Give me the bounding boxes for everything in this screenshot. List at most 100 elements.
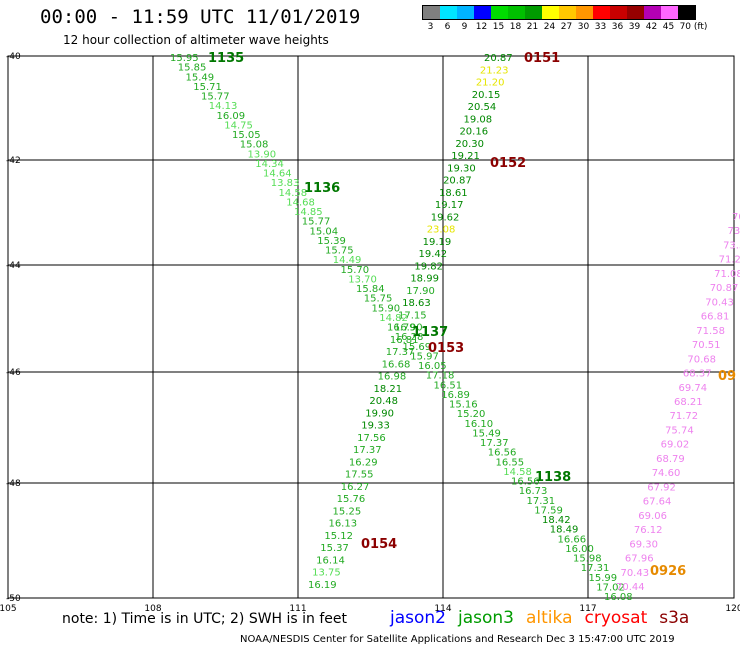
swh-value-track-a: 16.05 bbox=[418, 361, 447, 372]
swh-value-track-a: 15.16 bbox=[449, 400, 478, 411]
swh-value-track-a: 17.31 bbox=[527, 496, 556, 507]
colorbar-label: 70 (ft) bbox=[679, 22, 708, 32]
pass-labels: 1135 1136 1137 1138 0151 0152 0153 0154 0926 09 bbox=[208, 51, 736, 579]
swh-value-track-a: 16.79 bbox=[387, 323, 416, 334]
colorbar-swatch bbox=[559, 6, 576, 19]
colorbar-label: 21 bbox=[526, 22, 539, 32]
map-frame bbox=[7, 55, 735, 599]
swh-value-track-a: 16.56 bbox=[488, 448, 517, 459]
swh-value-track-c: 74.60 bbox=[652, 468, 681, 479]
swh-value-track-b: 18.61 bbox=[439, 188, 468, 199]
swh-value-track-b: 15.25 bbox=[333, 506, 362, 517]
swh-value-track-a: 15.77 bbox=[201, 92, 230, 103]
colorbar-label: 39 bbox=[628, 22, 641, 32]
swh-value-track-a: 17.37 bbox=[480, 438, 509, 449]
swh-value-track-b: 16.27 bbox=[341, 482, 370, 493]
swh-value-track-c: 73.5 bbox=[723, 240, 740, 251]
swh-value-track-c: 70.51 bbox=[692, 340, 721, 351]
swh-value-track-b: 16.14 bbox=[316, 555, 345, 566]
pass-label: 1138 bbox=[535, 470, 571, 485]
swh-value-track-a: 15.49 bbox=[472, 428, 501, 439]
swh-value-track-a: 14.58 bbox=[279, 188, 308, 199]
map-note: note: 1) Time is in UTC; 2) SWH is in fe… bbox=[62, 611, 348, 627]
colorbar-swatch bbox=[644, 6, 661, 19]
pass-label: 09 bbox=[718, 369, 736, 384]
swh-value-track-b: 17.90 bbox=[406, 286, 435, 297]
colorbar-swatch bbox=[423, 6, 440, 19]
swh-value-track-c: 66.81 bbox=[701, 312, 730, 323]
colorbar-label: 36 bbox=[611, 22, 624, 32]
swh-value-track-a: 14.34 bbox=[255, 159, 284, 170]
swh-value-track-c: 68.79 bbox=[656, 454, 685, 465]
swh-value-track-a: 16.51 bbox=[434, 380, 463, 391]
lon-tick-label: 105 bbox=[0, 604, 17, 614]
swh-value-track-a: 13.70 bbox=[348, 274, 377, 285]
swh-value-track-a: 15.20 bbox=[457, 409, 486, 420]
swh-value-track-b: 17.37 bbox=[386, 347, 415, 358]
swh-value-track-a: 15.04 bbox=[310, 226, 339, 237]
swh-value-track-a: 15.99 bbox=[589, 573, 618, 584]
swh-value-track-c: 73 bbox=[728, 226, 740, 237]
swh-value-track-b: 20.16 bbox=[459, 127, 488, 138]
colorbar-label: 9 bbox=[461, 22, 468, 32]
swh-value-track-a: 17.18 bbox=[426, 371, 455, 382]
swh-value-track-b: 18.99 bbox=[410, 274, 439, 285]
swh-value-track-c: 76.12 bbox=[634, 525, 663, 536]
colorbar-labels: 3 6 9 12 15 18 21 24 27 30 33 36 39 42 45 70 (ft) bbox=[422, 22, 708, 36]
swh-value-track-c: 69.30 bbox=[629, 539, 658, 550]
swh-value-track-a: 15.69 bbox=[403, 342, 432, 353]
colorbar-swatch bbox=[678, 6, 695, 19]
legend-altika: altika bbox=[526, 608, 573, 628]
swh-value-track-c: 69.74 bbox=[678, 383, 707, 394]
swh-value-track-b: 20.48 bbox=[369, 396, 398, 407]
swh-value-track-c: 70.68 bbox=[687, 354, 716, 365]
swh-value-track-a: 16.55 bbox=[496, 457, 525, 468]
swh-value-track-c: 67.64 bbox=[643, 497, 672, 508]
swh-value-track-b: 19.21 bbox=[451, 151, 480, 162]
swh-value-track-c: 70.43 bbox=[620, 568, 649, 579]
lat-tick-label: -44 bbox=[6, 261, 21, 271]
swh-value-track-b: 19.17 bbox=[435, 200, 464, 211]
swh-value-track-b: 16.13 bbox=[328, 519, 357, 530]
swh-value-track-c: 67.96 bbox=[625, 554, 654, 565]
legend-s3a: s3a bbox=[659, 608, 690, 628]
swh-value-track-a: 18.42 bbox=[542, 515, 571, 526]
swh-value-track-b: 20.30 bbox=[455, 139, 484, 150]
swh-value-track-b: 15.76 bbox=[337, 494, 366, 505]
swh-value-track-b: 16.29 bbox=[349, 457, 378, 468]
colorbar-swatch bbox=[661, 6, 678, 19]
swh-value-track-b: 19.62 bbox=[431, 212, 460, 223]
map-tick-labels: 105 108 111 114 117 120 -40 -42 -44 -46 -48 -50 bbox=[0, 52, 740, 614]
swh-value-track-a: 14.13 bbox=[209, 101, 238, 112]
swh-value-track-c: 71.20 bbox=[719, 255, 740, 266]
lat-tick-label: -50 bbox=[6, 594, 21, 604]
pass-label: 0153 bbox=[428, 341, 464, 356]
swh-value-track-c: 71.72 bbox=[670, 411, 699, 422]
swh-value-track-c: 70.43 bbox=[705, 297, 734, 308]
swh-value-track-a: 15.49 bbox=[186, 72, 215, 83]
swh-value-track-a: 15.70 bbox=[341, 265, 370, 276]
wave-height-colorbar: 3 6 9 12 15 18 21 24 27 30 33 36 39 42 45 70 (ft) bbox=[422, 5, 708, 36]
pass-label: 0151 bbox=[524, 51, 560, 66]
swh-value-track-c: 68.21 bbox=[674, 397, 703, 408]
lat-tick-label: -42 bbox=[6, 156, 21, 166]
swh-value-track-b: 17.37 bbox=[353, 445, 382, 456]
colorbar-swatch bbox=[593, 6, 610, 19]
colorbar-label: 3 bbox=[427, 22, 434, 32]
swh-value-track-c: 75.74 bbox=[665, 425, 694, 436]
pass-label: 0152 bbox=[490, 156, 526, 171]
colorbar-swatches bbox=[422, 5, 696, 20]
lon-tick-label: 117 bbox=[579, 604, 596, 614]
satellite-legend: jason2 jason3 altika cryosat s3a bbox=[390, 608, 701, 628]
swh-value-track-a: 14.58 bbox=[503, 467, 532, 478]
swh-value-track-a: 16.89 bbox=[441, 390, 470, 401]
lon-tick-label: 108 bbox=[144, 604, 161, 614]
swh-value-track-b: 16.19 bbox=[308, 580, 337, 591]
colorbar-label: 30 bbox=[577, 22, 590, 32]
pass-label: 1137 bbox=[412, 325, 448, 340]
swh-value-track-b: 20.87 bbox=[484, 53, 513, 64]
colorbar-label: 15 bbox=[492, 22, 505, 32]
colorbar-label: 6 bbox=[444, 22, 451, 32]
swh-value-track-a: 16.56 bbox=[511, 477, 540, 488]
